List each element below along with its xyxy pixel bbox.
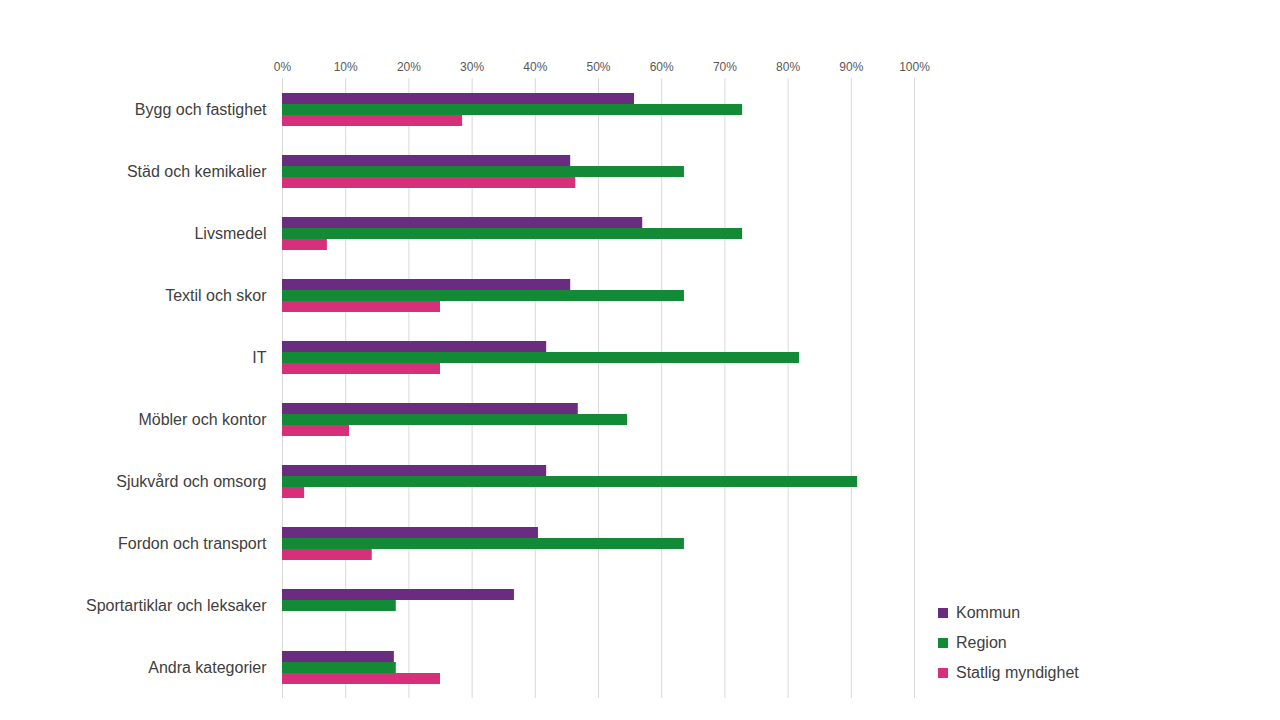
svg-text:90%: 90% bbox=[839, 60, 863, 74]
svg-text:100%: 100% bbox=[899, 60, 930, 74]
svg-text:20%: 20% bbox=[397, 60, 421, 74]
svg-text:80%: 80% bbox=[776, 60, 800, 74]
svg-text:70%: 70% bbox=[713, 60, 737, 74]
html-text:Region: Region bbox=[956, 634, 1007, 651]
svg-text:Möbler och kontor: Möbler och kontor bbox=[138, 411, 267, 428]
svg-text:50%: 50% bbox=[586, 60, 610, 74]
svg-text:IT: IT bbox=[252, 349, 266, 366]
svg-text:Textil och skor: Textil och skor bbox=[165, 287, 267, 304]
svg-text:60%: 60% bbox=[650, 60, 674, 74]
svg-text:Livsmedel: Livsmedel bbox=[194, 225, 266, 242]
html-text:Statlig myndighet: Statlig myndighet bbox=[956, 664, 1079, 681]
svg-text:Sjukvård och omsorg: Sjukvård och omsorg bbox=[116, 473, 266, 490]
svg-text:Sportartiklar och leksaker: Sportartiklar och leksaker bbox=[86, 597, 267, 614]
svg-text:40%: 40% bbox=[523, 60, 547, 74]
html-text:Kommun: Kommun bbox=[956, 604, 1020, 621]
svg-text:0%: 0% bbox=[274, 60, 292, 74]
svg-text:Städ och kemikalier: Städ och kemikalier bbox=[127, 163, 267, 180]
svg-text:Andra kategorier: Andra kategorier bbox=[148, 659, 267, 676]
svg-text:10%: 10% bbox=[334, 60, 358, 74]
svg-text:Bygg och fastighet: Bygg och fastighet bbox=[135, 101, 267, 118]
svg-text:30%: 30% bbox=[460, 60, 484, 74]
svg-text:Fordon och transport: Fordon och transport bbox=[118, 535, 267, 552]
